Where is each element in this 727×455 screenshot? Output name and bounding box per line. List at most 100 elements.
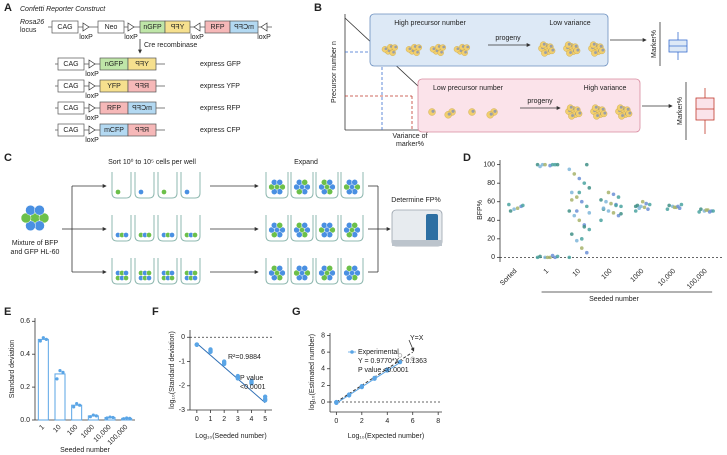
x-tick-label: 100,000 (686, 268, 709, 291)
element-label: nGFP (105, 61, 124, 68)
point (647, 202, 652, 207)
cell (276, 179, 283, 186)
cell-spot (551, 48, 555, 52)
point (642, 205, 647, 210)
cell (326, 222, 333, 229)
loxp-site (88, 125, 96, 135)
y-tick-label: 20 (487, 236, 495, 243)
x-tick-label: 6 (411, 418, 415, 425)
point (633, 209, 638, 213)
point (667, 203, 671, 208)
y-tick-label: 2 (321, 382, 325, 389)
x-tick-label: 10 (572, 268, 583, 279)
fit-line (196, 342, 266, 404)
cell (301, 231, 308, 238)
x-axis-title: Log₁₀(Expected number) (348, 433, 424, 440)
point (61, 370, 65, 374)
box-text: Low precursor number (433, 85, 504, 92)
cell-spot (442, 45, 446, 49)
cell (301, 265, 308, 272)
cell-spot (599, 44, 603, 48)
point (572, 213, 577, 218)
cell-spot (394, 45, 398, 49)
construct-box (127, 57, 157, 71)
construct-box (51, 20, 79, 34)
x-tick-label: 4 (385, 418, 389, 425)
loxp-label: loxP (85, 71, 99, 78)
cell-spot (466, 45, 470, 49)
loxp-label: loxP (85, 137, 99, 144)
cell-spot (440, 50, 443, 54)
loxp-label: loxP (85, 115, 99, 122)
point (640, 199, 645, 204)
element-label: RFP (211, 24, 225, 31)
axis-title: Variance of (393, 133, 428, 140)
cell-spot (431, 109, 435, 113)
loxp-label: loxP (85, 93, 99, 100)
point (569, 190, 574, 195)
well (111, 172, 132, 199)
cre-label: Cre recombinase (144, 42, 197, 49)
y-tick-label: -2 (179, 383, 185, 390)
y-tick-label: 0 (491, 254, 495, 261)
x-tick-label: 100 (66, 424, 79, 437)
point (616, 195, 621, 199)
point (122, 417, 126, 421)
locus: locus (20, 27, 37, 34)
point (679, 202, 684, 207)
point (616, 213, 621, 218)
y-axis-title: BFP% (477, 200, 484, 220)
x-tick-label: 100 (601, 268, 614, 281)
panel-label: C (4, 152, 12, 164)
construct-box (127, 101, 157, 115)
y-tick-label: 4 (321, 366, 325, 373)
element-label: nGFP (143, 24, 162, 31)
point (644, 201, 649, 206)
cell (326, 179, 333, 186)
point (108, 415, 112, 419)
box-text: progeny (495, 35, 521, 42)
well (134, 258, 155, 285)
cell-spot (628, 111, 632, 115)
point (572, 172, 577, 176)
point (55, 377, 59, 381)
x-tick-label: 2 (222, 416, 226, 423)
point (599, 198, 603, 202)
cell (271, 265, 278, 272)
point (235, 375, 241, 380)
point (543, 162, 547, 167)
y-tick-label: 40 (487, 217, 495, 224)
point (582, 181, 587, 185)
panel-label: E (4, 306, 11, 318)
cell-spot (493, 109, 497, 113)
step-label: Sort 10⁰ to 10⁵ cells per well (108, 158, 196, 166)
well (180, 215, 201, 242)
y-tick-label: 0 (181, 334, 185, 341)
well (290, 172, 314, 199)
well (111, 215, 132, 242)
cell-spot (432, 47, 436, 51)
element-label: RFP (135, 127, 149, 134)
cell (321, 179, 328, 186)
y-tick-label: -3 (179, 407, 185, 414)
cell (296, 265, 303, 272)
step-label: Determine FP% (391, 197, 440, 204)
point (599, 218, 603, 223)
construct-box (97, 20, 125, 34)
cell-spot (619, 105, 623, 109)
point (711, 209, 715, 213)
cell (351, 274, 358, 281)
cell (115, 189, 121, 195)
loxp-site (193, 22, 201, 32)
cell (321, 222, 328, 229)
cell (192, 275, 198, 281)
point (262, 398, 268, 403)
point (385, 367, 390, 372)
point (611, 211, 616, 215)
point (545, 255, 550, 260)
cell (123, 275, 129, 281)
point (567, 209, 572, 213)
cell-spot (447, 112, 451, 116)
y-axis-title: log₁₀(Standard deviation) (169, 331, 176, 409)
axis-title: Marker% (677, 97, 684, 125)
